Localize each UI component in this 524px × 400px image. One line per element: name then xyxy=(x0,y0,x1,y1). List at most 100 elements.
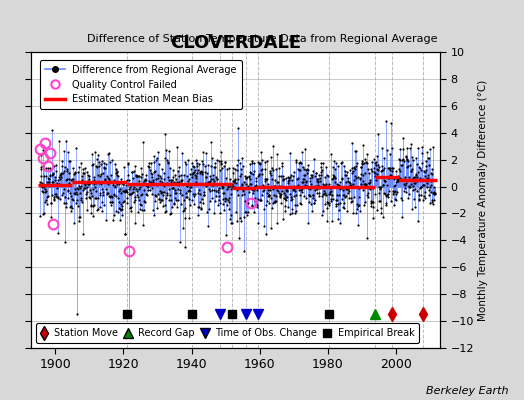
Point xyxy=(152,176,160,182)
Point xyxy=(188,174,196,180)
Point xyxy=(393,189,401,195)
Point xyxy=(40,173,48,179)
Point xyxy=(335,220,344,226)
Point xyxy=(214,187,222,193)
Point xyxy=(301,167,310,174)
Point xyxy=(157,174,166,181)
Point xyxy=(130,199,138,206)
Point xyxy=(299,179,307,185)
Point xyxy=(285,184,293,190)
Point xyxy=(93,155,101,162)
Point xyxy=(180,207,189,213)
Point xyxy=(370,173,379,179)
Point xyxy=(252,182,260,188)
Point xyxy=(239,162,247,169)
Point xyxy=(63,176,71,182)
Point xyxy=(111,182,119,189)
Point xyxy=(293,184,301,190)
Point xyxy=(78,199,86,205)
Point xyxy=(396,146,405,152)
Point xyxy=(407,141,415,147)
Point xyxy=(413,188,421,194)
Point xyxy=(94,172,102,178)
Point xyxy=(110,191,118,197)
Point xyxy=(286,174,294,180)
Point xyxy=(305,199,313,205)
Point xyxy=(374,166,383,173)
Point xyxy=(388,168,396,174)
Point xyxy=(44,175,52,182)
Point xyxy=(378,166,387,173)
Point xyxy=(261,178,269,184)
Point xyxy=(223,166,231,172)
Point xyxy=(355,202,363,208)
Point xyxy=(284,180,292,186)
Point xyxy=(118,202,126,209)
Point xyxy=(278,216,287,222)
Point xyxy=(367,200,376,206)
Point xyxy=(311,183,319,189)
Point xyxy=(320,188,328,194)
Point xyxy=(264,180,272,187)
Point xyxy=(354,202,362,209)
Point xyxy=(288,196,297,202)
Point xyxy=(225,195,234,201)
Point xyxy=(224,182,233,188)
Point xyxy=(409,183,418,190)
Point xyxy=(255,197,264,203)
Point xyxy=(310,200,318,206)
Point xyxy=(49,179,57,186)
Point xyxy=(301,145,309,152)
Point xyxy=(52,191,60,197)
Point xyxy=(140,186,148,193)
Point xyxy=(340,204,348,211)
Point xyxy=(70,171,78,178)
Point xyxy=(53,185,61,192)
Point xyxy=(235,184,244,191)
Point xyxy=(128,175,137,182)
Point xyxy=(303,219,312,226)
Point xyxy=(315,184,324,190)
Point xyxy=(138,180,147,186)
Point xyxy=(60,168,68,175)
Point xyxy=(114,209,122,216)
Point xyxy=(294,175,303,181)
Point xyxy=(228,182,237,189)
Point xyxy=(256,160,264,166)
Point xyxy=(337,184,345,191)
Point xyxy=(102,179,111,186)
Point xyxy=(149,207,158,214)
Point xyxy=(332,200,340,207)
Point xyxy=(54,177,62,184)
Point xyxy=(276,193,284,200)
Point xyxy=(395,168,403,174)
Point xyxy=(313,179,322,186)
Point xyxy=(48,179,56,185)
Point xyxy=(51,190,59,197)
Point xyxy=(107,172,115,178)
Point xyxy=(270,199,278,206)
Point xyxy=(159,180,168,187)
Point xyxy=(332,160,341,167)
Point xyxy=(106,159,114,166)
Point xyxy=(297,160,305,166)
Point xyxy=(221,198,229,204)
Point xyxy=(59,200,68,206)
Point xyxy=(328,176,336,182)
Point xyxy=(366,179,374,185)
Point xyxy=(100,202,108,208)
Point xyxy=(358,159,366,166)
Point xyxy=(141,198,149,205)
Point xyxy=(397,195,405,202)
Point xyxy=(317,172,325,178)
Point xyxy=(407,168,416,174)
Point xyxy=(84,172,92,178)
Point xyxy=(265,192,273,198)
Point xyxy=(313,186,321,192)
Point xyxy=(255,172,263,178)
Point xyxy=(124,161,132,167)
Point xyxy=(418,144,426,150)
Point xyxy=(176,190,184,196)
Point xyxy=(427,182,435,188)
Text: Berkeley Earth: Berkeley Earth xyxy=(426,386,508,396)
